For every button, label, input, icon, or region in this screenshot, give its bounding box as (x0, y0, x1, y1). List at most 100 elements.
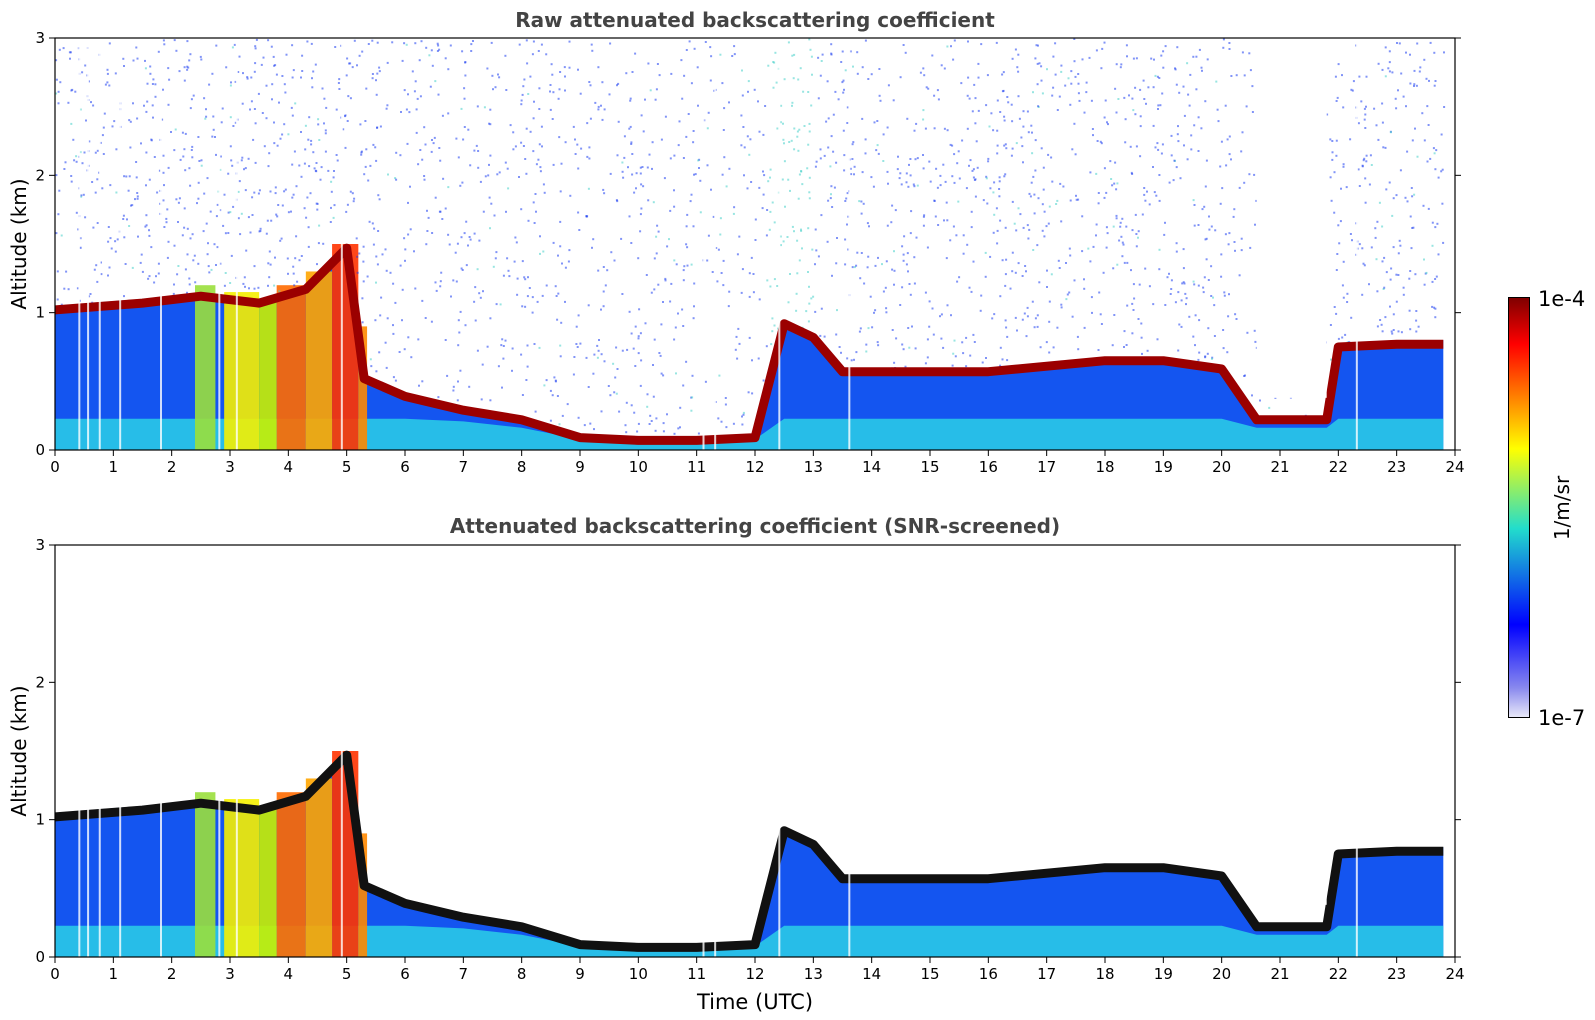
noise-speckle (970, 226, 973, 229)
noise-speckle (504, 161, 507, 164)
noise-speckle (587, 386, 590, 388)
noise-speckle (163, 226, 166, 228)
noise-speckle (225, 66, 228, 69)
noise-speckle (894, 209, 897, 212)
noise-speckle (597, 108, 600, 111)
noise-speckle (841, 81, 844, 84)
noise-speckle (109, 184, 112, 187)
noise-speckle (269, 190, 272, 193)
noise-speckle (527, 219, 530, 222)
noise-speckle (310, 143, 313, 146)
noise-speckle (800, 170, 803, 172)
noise-speckle (1427, 207, 1430, 210)
noise-speckle (1433, 306, 1436, 309)
noise-speckle (916, 157, 919, 160)
noise-speckle (752, 273, 755, 275)
noise-speckle (1099, 313, 1102, 316)
noise-speckle (557, 97, 560, 100)
noise-speckle (136, 197, 139, 200)
noise-speckle (1406, 150, 1409, 153)
missing-profile-gap (702, 545, 705, 957)
noise-speckle (151, 83, 154, 85)
noise-speckle (1376, 325, 1379, 328)
noise-speckle (556, 395, 559, 397)
noise-speckle (827, 199, 830, 202)
noise-speckle (707, 234, 710, 237)
noise-speckle (952, 352, 955, 355)
noise-speckle (1125, 44, 1128, 47)
noise-speckle (1431, 221, 1434, 224)
noise-speckle (820, 60, 823, 62)
noise-speckle (137, 235, 139, 238)
noise-speckle (1112, 267, 1115, 270)
noise-speckle (660, 138, 663, 141)
noise-speckle (651, 167, 653, 170)
noise-speckle (83, 151, 86, 154)
noise-speckle (720, 420, 723, 423)
noise-speckle (1251, 394, 1253, 397)
noise-speckle (694, 173, 697, 176)
noise-speckle (819, 74, 822, 77)
noise-speckle (1048, 300, 1051, 303)
noise-speckle (1121, 255, 1124, 258)
noise-speckle (1065, 298, 1068, 301)
noise-speckle (128, 119, 131, 122)
noise-speckle (403, 348, 406, 351)
noise-speckle (1433, 84, 1436, 87)
noise-speckle (399, 264, 402, 267)
noise-speckle (375, 79, 377, 82)
noise-speckle (1364, 177, 1367, 180)
noise-speckle (882, 160, 885, 162)
noise-speckle (1183, 144, 1185, 147)
missing-profile-gap (714, 38, 717, 450)
noise-speckle (1434, 316, 1437, 319)
noise-speckle (1119, 66, 1122, 69)
noise-speckle (651, 141, 654, 144)
noise-speckle (250, 76, 253, 79)
noise-speckle (1259, 399, 1261, 402)
x-tick-label: 16 (979, 965, 998, 983)
x-tick-label: 6 (400, 458, 410, 476)
noise-speckle (552, 91, 555, 94)
noise-speckle (691, 396, 694, 399)
noise-speckle (434, 196, 437, 199)
noise-speckle (886, 224, 889, 227)
noise-speckle (1083, 111, 1086, 114)
noise-speckle (318, 224, 321, 227)
noise-speckle (1103, 116, 1106, 119)
noise-speckle (998, 176, 1001, 179)
noise-speckle (317, 242, 320, 245)
noise-speckle (1222, 347, 1225, 350)
noise-speckle (109, 237, 112, 240)
noise-speckle (968, 286, 971, 289)
noise-speckle (410, 356, 413, 359)
noise-speckle (846, 357, 849, 360)
x-tick-label: 24 (1445, 965, 1464, 983)
noise-speckle (1100, 323, 1103, 325)
noise-speckle (542, 250, 545, 253)
noise-speckle (686, 213, 689, 216)
noise-speckle (1006, 96, 1009, 98)
noise-speckle (905, 181, 908, 184)
noise-speckle (860, 200, 863, 203)
noise-speckle (962, 252, 965, 255)
noise-speckle (1097, 192, 1100, 194)
noise-speckle (878, 94, 881, 97)
noise-speckle (1213, 304, 1216, 307)
noise-speckle (472, 40, 474, 42)
noise-speckle (915, 122, 918, 125)
noise-speckle (1360, 100, 1363, 103)
noise-speckle (1145, 102, 1147, 105)
noise-speckle (1233, 241, 1236, 243)
noise-speckle (1116, 182, 1119, 185)
noise-speckle (559, 190, 562, 193)
noise-speckle (936, 89, 939, 92)
noise-speckle (1176, 46, 1179, 49)
noise-speckle (481, 363, 484, 366)
noise-speckle (511, 347, 514, 350)
x-tick-label: 23 (1387, 458, 1406, 476)
noise-speckle (214, 136, 216, 138)
noise-speckle (856, 51, 859, 54)
noise-speckle (1226, 138, 1229, 141)
noise-speckle (300, 175, 303, 178)
